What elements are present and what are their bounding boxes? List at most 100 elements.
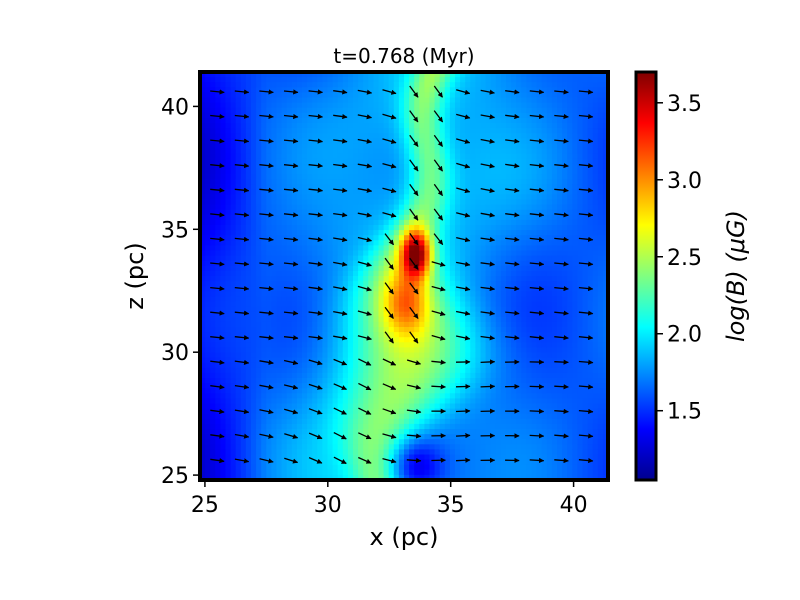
heatmap-cell [506, 286, 512, 292]
heatmap-cell [363, 209, 369, 216]
heatmap-cell [363, 92, 369, 99]
heatmap-cell [409, 168, 415, 175]
heatmap-cell [327, 413, 334, 420]
heatmap-cell [424, 199, 431, 206]
heatmap-cell [455, 143, 461, 150]
heatmap-cell [256, 179, 262, 185]
heatmap-cell [480, 423, 487, 430]
heatmap-cell [200, 423, 206, 430]
heatmap-cell [485, 367, 492, 374]
heatmap-cell [327, 454, 334, 461]
heatmap-cell [506, 72, 512, 78]
heatmap-cell [296, 225, 303, 231]
heatmap-cell [230, 117, 237, 124]
heatmap-cell [358, 189, 364, 195]
heatmap-cell [230, 255, 237, 262]
heatmap-cell [235, 128, 242, 134]
heatmap-cell [307, 219, 313, 226]
heatmap-cell [200, 413, 206, 420]
heatmap-cell [363, 362, 369, 369]
heatmap-cell [419, 245, 425, 252]
heatmap-cell [286, 429, 293, 435]
heatmap-cell [480, 474, 487, 480]
heatmap-cell [439, 464, 446, 471]
heatmap-cell [347, 429, 354, 435]
heatmap-cell [480, 163, 487, 170]
heatmap-cell [414, 255, 420, 262]
heatmap-cell [240, 163, 247, 170]
heatmap-cell [276, 291, 283, 297]
heatmap-cell [240, 158, 247, 165]
heatmap-cell [363, 184, 369, 190]
heatmap-cell [291, 148, 298, 155]
heatmap-cell [230, 158, 237, 165]
heatmap-cell [230, 102, 237, 109]
heatmap-cell [470, 163, 476, 170]
heatmap-cell [429, 107, 436, 114]
heatmap-cell [409, 291, 415, 297]
heatmap-cell [414, 372, 420, 379]
heatmap-cell [307, 413, 313, 420]
heatmap-cell [286, 286, 293, 292]
heatmap-cell [220, 102, 227, 109]
heatmap-cell [286, 342, 293, 348]
heatmap-cell [449, 342, 456, 348]
heatmap-cell [393, 469, 400, 476]
heatmap-cell [200, 143, 206, 150]
heatmap-cell [490, 255, 497, 262]
heatmap-cell [332, 413, 339, 420]
heatmap-cell [312, 77, 318, 83]
heatmap-cell [424, 123, 431, 129]
heatmap-cell [404, 398, 410, 405]
heatmap-cell [327, 82, 334, 88]
heatmap-cell [383, 265, 390, 272]
heatmap-cell [342, 117, 349, 124]
heatmap-cell [337, 276, 344, 282]
heatmap-cell [347, 327, 354, 333]
heatmap-cell [363, 270, 369, 277]
heatmap-cell [429, 393, 436, 399]
heatmap-cell [205, 225, 211, 231]
heatmap-cell [220, 449, 227, 456]
heatmap-cell [434, 230, 441, 236]
heatmap-cell [444, 316, 451, 323]
heatmap-cell [424, 153, 431, 160]
heatmap-cell [353, 250, 359, 257]
heatmap-cell [251, 276, 257, 282]
heatmap-cell [353, 321, 359, 328]
heatmap-cell [281, 408, 288, 415]
heatmap-cell [490, 260, 497, 267]
heatmap-cell [230, 230, 237, 236]
heatmap-cell [200, 321, 206, 328]
heatmap-cell [373, 469, 380, 476]
heatmap-cell [251, 138, 257, 144]
heatmap-cell [388, 82, 395, 88]
heatmap-cell [235, 316, 242, 323]
heatmap-cell [281, 92, 288, 99]
heatmap-cell [358, 352, 364, 359]
heatmap-cell [363, 347, 369, 354]
heatmap-cell [388, 235, 395, 241]
heatmap-cell [251, 459, 257, 466]
heatmap-cell [230, 321, 237, 328]
heatmap-cell [205, 260, 211, 267]
heatmap-cell [281, 82, 288, 88]
heatmap-cell [322, 372, 329, 379]
heatmap-cell [419, 204, 425, 211]
heatmap-cell [225, 194, 232, 201]
heatmap-cell [210, 138, 216, 144]
heatmap-cell [347, 270, 354, 277]
heatmap-cell [429, 337, 436, 343]
heatmap-cell [342, 179, 349, 185]
heatmap-cell [353, 454, 359, 461]
heatmap-cell [251, 316, 257, 323]
heatmap-cell [296, 352, 303, 359]
heatmap-cell [302, 194, 308, 201]
heatmap-cell [286, 291, 293, 297]
heatmap-cell [347, 133, 354, 139]
heatmap-cell [434, 219, 441, 226]
heatmap-cell [409, 128, 415, 134]
heatmap-cell [240, 235, 247, 241]
heatmap-cell [235, 107, 242, 114]
heatmap-cell [404, 255, 410, 262]
